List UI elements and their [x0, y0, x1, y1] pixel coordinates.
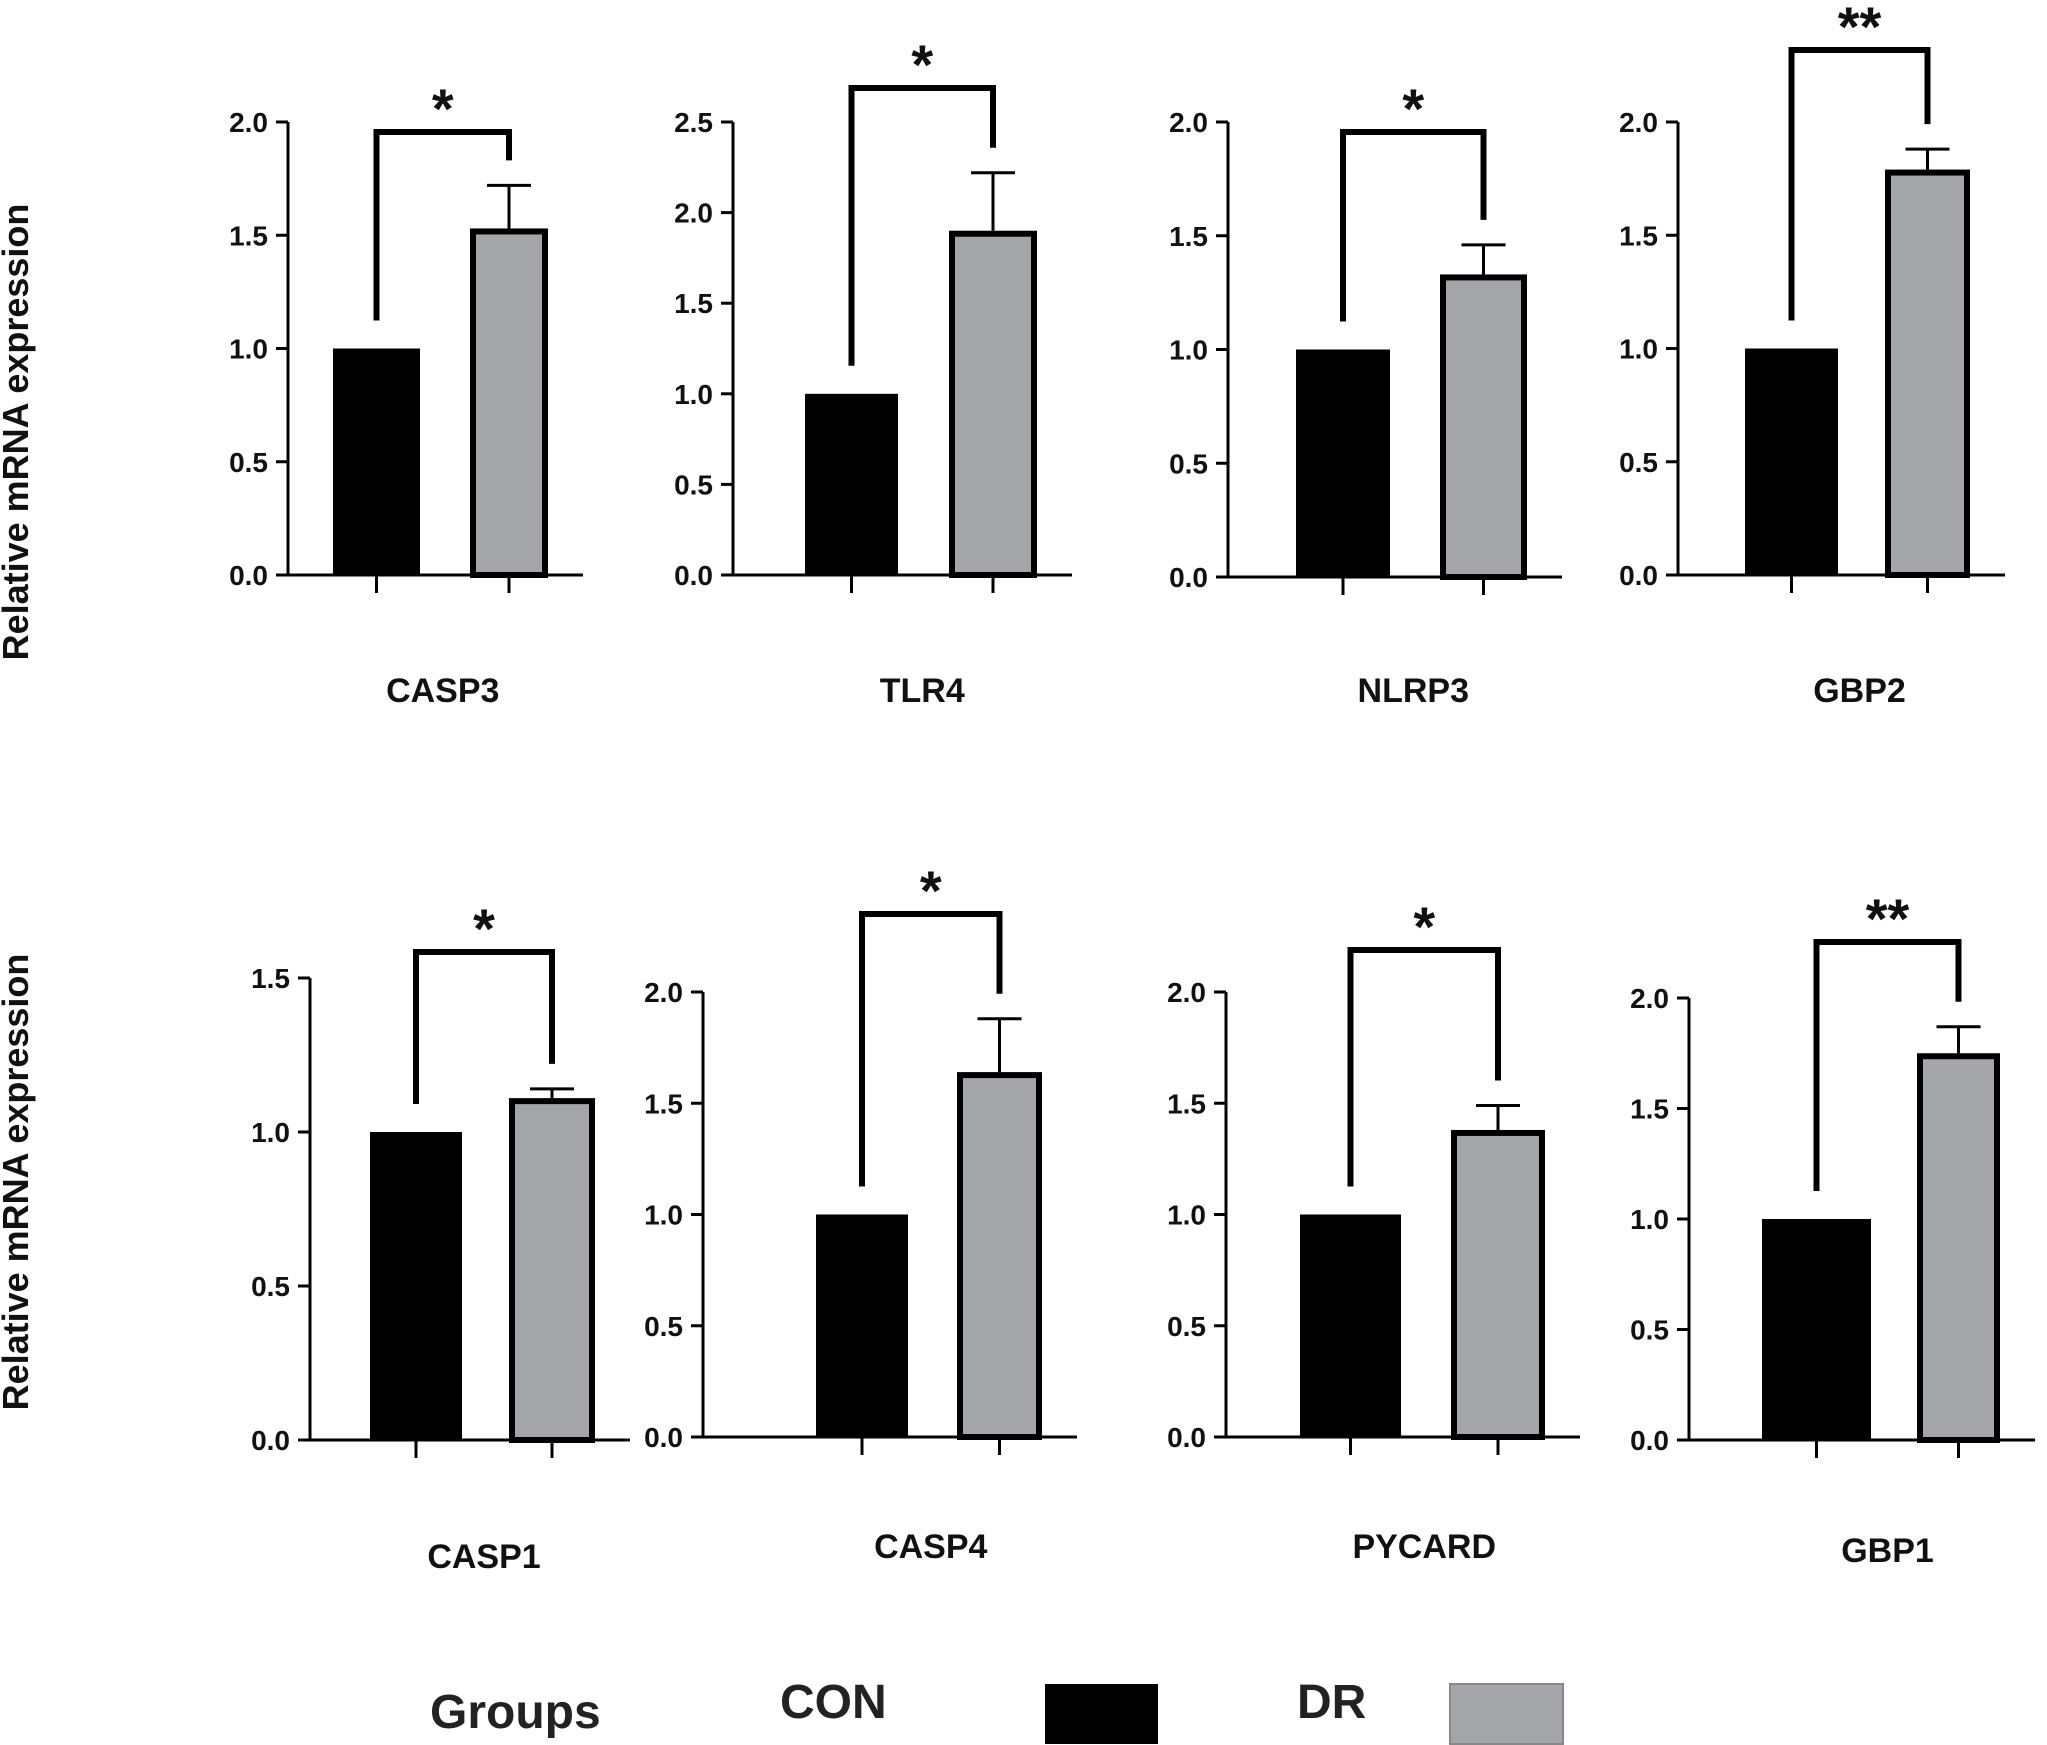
significance-bracket — [373, 129, 512, 321]
chart-casp1: 0.0 0.5 1.0 1.5 * CASP1 — [251, 897, 630, 1576]
y-tick-label: 1.0 — [1167, 1200, 1206, 1231]
chart-pycard: 0.0 0.5 1.0 1.5 2.0 * PYCARD — [1167, 895, 1580, 1566]
chart-casp4: 0.0 0.5 1.0 1.5 2.0 * CASP4 — [644, 859, 1077, 1566]
y-tick-label: 0.0 — [644, 1422, 683, 1453]
bar-con — [370, 1132, 462, 1440]
gene-label: CASP1 — [427, 1538, 540, 1576]
y-tick-label: 2.0 — [674, 198, 713, 229]
gene-label: TLR4 — [880, 672, 965, 710]
y-tick-label: 1.0 — [1630, 1204, 1669, 1235]
y-tick-label: 0.5 — [1167, 1311, 1206, 1342]
y-tick-label: 1.5 — [1169, 221, 1208, 252]
significance-label: ** — [1866, 887, 1910, 950]
y-tick-label: 1.0 — [1619, 334, 1658, 365]
significance-label: * — [1413, 895, 1435, 958]
bar-con — [1762, 1219, 1871, 1440]
significance-label: * — [920, 859, 942, 922]
y-tick-label: 2.0 — [229, 107, 268, 138]
y-tick-label: 1.5 — [251, 963, 290, 994]
chart-panels: 0.0 0.5 1.0 1.5 2.0 * CASP3 0.0 0.5 1.0 1.5 2.0 2.5 *… — [229, 0, 2035, 1576]
legend-title: Groups — [430, 1686, 601, 1739]
significance-bracket — [848, 85, 996, 366]
bar-dr — [957, 1072, 1042, 1440]
y-tick-label: 0.5 — [644, 1311, 683, 1342]
y-tick-label: 0.5 — [229, 447, 268, 478]
y-tick-label: 1.5 — [229, 220, 268, 251]
y-tick-label: 1.0 — [674, 379, 713, 410]
significance-label: * — [1402, 77, 1424, 140]
significance-bracket — [413, 949, 555, 1104]
y-tick-label: 0.0 — [1167, 1422, 1206, 1453]
gene-label: CASP3 — [386, 672, 499, 710]
significance-bracket — [1340, 129, 1487, 322]
significance-bracket — [859, 911, 1003, 1187]
bar-dr — [509, 1098, 595, 1443]
significance-label: ** — [1838, 0, 1882, 58]
gene-label: PYCARD — [1352, 1528, 1496, 1566]
bar-dr — [1451, 1129, 1545, 1440]
y-tick-label: 2.5 — [674, 107, 713, 138]
legend-label-dr: DR — [1297, 1676, 1366, 1729]
y-tick-label: 1.5 — [1630, 1094, 1669, 1125]
y-tick-label: 0.5 — [251, 1271, 290, 1302]
y-tick-label: 0.0 — [1630, 1425, 1669, 1456]
bar-con — [816, 1214, 908, 1437]
bar-con — [1296, 349, 1390, 577]
bar-dr — [1917, 1053, 2000, 1443]
y-tick-label: 0.5 — [674, 469, 713, 500]
bar-con — [1300, 1214, 1401, 1437]
bar-dr — [949, 230, 1037, 578]
significance-label: * — [473, 897, 495, 960]
y-tick-label: 1.5 — [1619, 220, 1658, 251]
legend-label-con: CON — [780, 1676, 887, 1729]
chart-gbp2: 0.0 0.5 1.0 1.5 2.0 ** GBP2 — [1619, 0, 2005, 710]
y-tick-label: 0.0 — [1169, 562, 1208, 593]
y-tick-label: 2.0 — [1167, 977, 1206, 1008]
y-tick-label: 0.0 — [1619, 560, 1658, 591]
y-tick-label: 1.5 — [644, 1088, 683, 1119]
y-tick-label: 0.0 — [229, 560, 268, 591]
bar-con — [1745, 348, 1838, 575]
y-tick-label: 0.0 — [251, 1425, 290, 1456]
y-tick-label: 0.0 — [674, 560, 713, 591]
y-tick-label: 0.5 — [1630, 1315, 1669, 1346]
y-tick-label: 2.0 — [1619, 107, 1658, 138]
y-axis-label-bottom: Relative mRNA expression — [0, 954, 36, 1411]
y-tick-label: 0.5 — [1619, 447, 1658, 478]
chart-casp3: 0.0 0.5 1.0 1.5 2.0 * CASP3 — [229, 77, 583, 710]
significance-bracket — [1813, 939, 1962, 1191]
gene-label: CASP4 — [874, 1528, 987, 1566]
legend-swatch-con — [1045, 1684, 1158, 1744]
gene-label: NLRP3 — [1358, 672, 1469, 710]
significance-bracket — [1788, 47, 1931, 321]
y-tick-label: 1.0 — [251, 1117, 290, 1148]
y-tick-label: 0.5 — [1169, 448, 1208, 479]
legend-swatch-dr — [1449, 1683, 1564, 1745]
legend: Groups CON DR — [430, 1676, 1564, 1745]
y-tick-label: 1.0 — [644, 1200, 683, 1231]
y-axis-label-top: Relative mRNA expression — [0, 204, 36, 661]
significance-label: * — [911, 33, 933, 96]
chart-nlrp3: 0.0 0.5 1.0 1.5 2.0 * NLRP3 — [1169, 77, 1562, 710]
gene-label: GBP1 — [1841, 1532, 1934, 1570]
bar-con — [333, 348, 420, 575]
gene-label: GBP2 — [1813, 672, 1906, 710]
y-tick-label: 2.0 — [644, 977, 683, 1008]
bar-dr — [470, 228, 548, 579]
significance-bracket — [1347, 947, 1501, 1187]
bar-dr — [1440, 274, 1527, 580]
y-tick-label: 1.5 — [1167, 1088, 1206, 1119]
y-tick-label: 1.5 — [674, 288, 713, 319]
y-tick-label: 1.0 — [1169, 335, 1208, 366]
chart-tlr4: 0.0 0.5 1.0 1.5 2.0 2.5 * TLR4 — [674, 33, 1072, 710]
y-tick-label: 1.0 — [229, 334, 268, 365]
bar-dr — [1885, 169, 1970, 578]
y-tick-label: 2.0 — [1630, 983, 1669, 1014]
bar-con — [805, 393, 898, 575]
chart-gbp1: 0.0 0.5 1.0 1.5 2.0 ** GBP1 — [1630, 887, 2035, 1570]
y-tick-label: 2.0 — [1169, 107, 1208, 138]
significance-label: * — [432, 77, 454, 140]
